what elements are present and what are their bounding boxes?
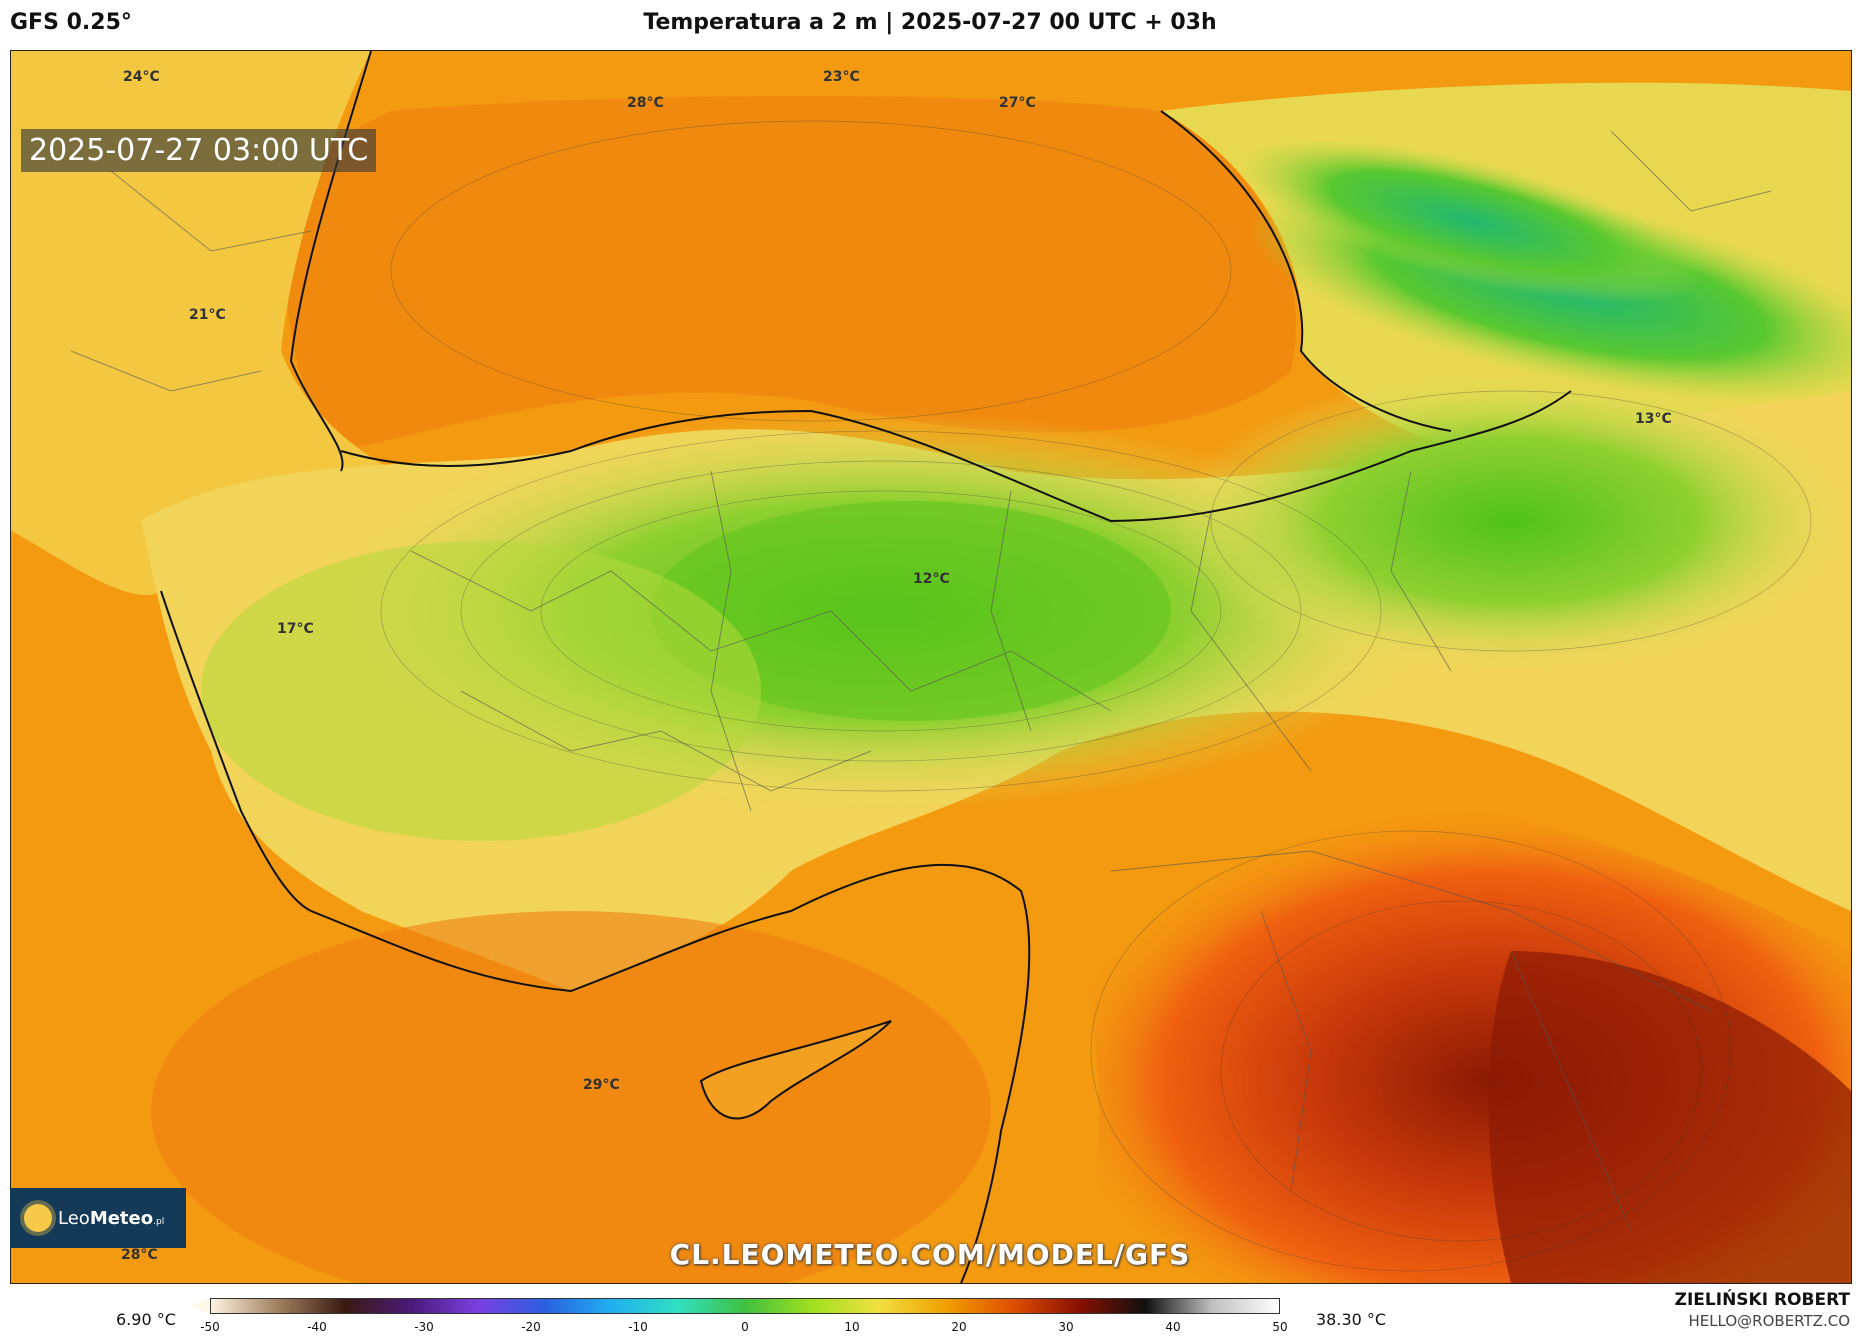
temp-label: 28°C <box>627 95 664 111</box>
north-coast <box>340 390 1572 523</box>
author-email[interactable]: HELLO@ROBERTZ.CO <box>1688 1312 1850 1330</box>
colorbar-max-arrow <box>1280 1298 1300 1314</box>
colorbar-tick-label: 10 <box>844 1320 860 1334</box>
colorbar-tick-label: 30 <box>1058 1320 1074 1334</box>
balkans-land <box>11 51 431 596</box>
source-watermark: CL.LEOMETEO.COM/MODEL/GFS <box>669 1238 1191 1271</box>
colorbar-min-label: 6.90 °C <box>116 1310 176 1329</box>
temperature-map[interactable]: 2025-07-27 03:00 UTC 24°C 23°C 28°C 27°C… <box>10 50 1852 1284</box>
colorbar-max-label: 38.30 °C <box>1316 1310 1387 1329</box>
colorbar-tick-label: 40 <box>1165 1320 1181 1334</box>
temperature-contours <box>380 120 1812 1272</box>
colorbar-gradient <box>210 1298 1280 1314</box>
temp-label: 29°C <box>583 1077 620 1093</box>
colorbar <box>190 1298 1300 1314</box>
sun-icon <box>24 1204 52 1232</box>
author-name: ZIELIŃSKI ROBERT <box>1674 1290 1850 1310</box>
temp-label: 21°C <box>189 307 226 323</box>
west-green <box>201 541 761 841</box>
temp-label: 27°C <box>999 95 1036 111</box>
model-label: GFS 0.25° <box>10 10 132 35</box>
central-green <box>651 501 1171 721</box>
temp-label: 13°C <box>1635 411 1672 427</box>
med-sea <box>151 911 991 1283</box>
colorbar-tick-label: 20 <box>951 1320 967 1334</box>
colorbar-tick-label: 0 <box>741 1320 749 1334</box>
caucasus-coast <box>1160 110 1452 432</box>
temp-label: 17°C <box>277 621 314 637</box>
map-canvas <box>11 51 1851 1283</box>
colorbar-tick-label: -20 <box>521 1320 541 1334</box>
aegean-coast <box>160 590 312 912</box>
cyprus <box>699 1020 892 1120</box>
map-title: Temperatura a 2 m | 2025-07-27 00 UTC + … <box>643 10 1217 35</box>
leometeo-logo[interactable]: LeoMeteo.pl <box>10 1188 186 1248</box>
colorbar-tick-label: -10 <box>628 1320 648 1334</box>
temp-label: 24°C <box>123 69 160 85</box>
colorbar-tick-label: 50 <box>1272 1320 1288 1334</box>
colorbar-tick-label: -30 <box>414 1320 434 1334</box>
east-green <box>1171 371 1851 671</box>
temp-label: 23°C <box>823 69 860 85</box>
colorbar-min-arrow <box>190 1298 210 1314</box>
valid-time-label: 2025-07-27 03:00 UTC <box>21 129 377 172</box>
temp-label: 28°C <box>121 1247 158 1263</box>
black-sea <box>287 96 1296 451</box>
logo-text: LeoMeteo.pl <box>58 1207 165 1229</box>
iraq-hot <box>1488 951 1851 1283</box>
caucasus-green-2 <box>1237 138 1705 304</box>
colorbar-tick-label: -50 <box>200 1320 220 1334</box>
colorbar-tick-label: -40 <box>307 1320 327 1334</box>
temp-label: 12°C <box>913 571 950 587</box>
colorbar-ticks: -50 -40 -30 -20 -10 0 10 20 30 40 50 <box>200 1320 1287 1338</box>
province-borders <box>70 130 1772 1232</box>
south-coast <box>310 863 1031 1283</box>
